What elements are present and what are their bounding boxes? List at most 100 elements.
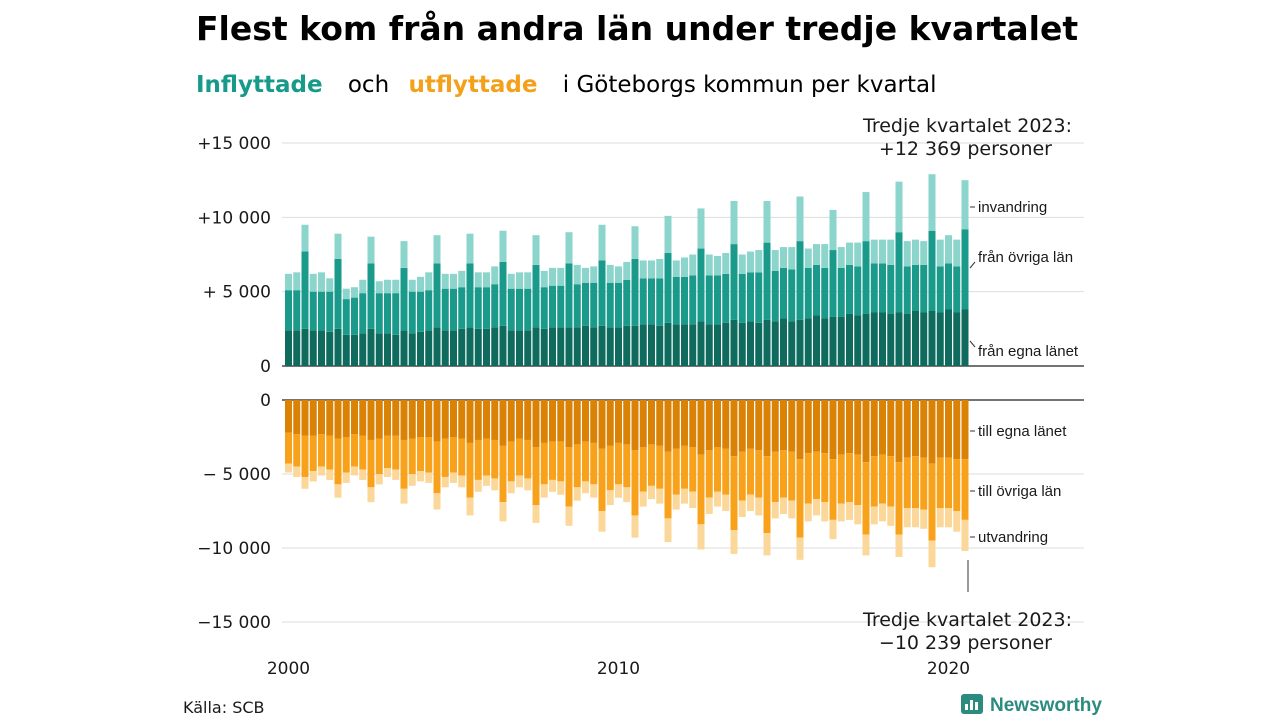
bar-out-other [400, 439, 408, 489]
bar-in-other [425, 290, 433, 331]
bar-in-own [623, 325, 631, 366]
bar-in-other [854, 266, 862, 316]
bar-out-other [796, 459, 804, 538]
bar-in-other [417, 291, 424, 332]
bar-in-imm [557, 267, 565, 286]
bar-out-own [697, 400, 705, 455]
bar-out-other [491, 439, 499, 479]
bar-in-other [540, 287, 548, 329]
bar-out-own [730, 400, 738, 457]
bar-in-other [450, 288, 457, 331]
bar-out-other [887, 456, 895, 507]
bar-out-own [796, 400, 804, 460]
bar-out-other [648, 444, 655, 486]
bar-out-other [945, 457, 952, 509]
bar-out-own [417, 400, 424, 437]
bar-out-own [705, 400, 713, 451]
bar-out-emi [879, 503, 886, 522]
bar-in-own [747, 321, 754, 366]
bar-in-other [491, 284, 499, 328]
bar-out-other [532, 447, 540, 506]
bar-in-own [796, 319, 804, 366]
bar-in-other [565, 263, 573, 328]
bar-in-imm [458, 270, 466, 288]
bar-out-own [771, 400, 779, 452]
bar-in-imm [301, 224, 309, 252]
bar-in-imm [697, 208, 705, 249]
bar-in-own [301, 328, 309, 366]
bar-out-emi [895, 534, 903, 557]
bar-in-own [532, 327, 540, 366]
bar-in-other [821, 267, 829, 319]
bar-in-other [664, 253, 672, 323]
bar-in-other [656, 278, 664, 326]
bar-out-own [656, 400, 664, 446]
bar-out-emi [705, 497, 713, 514]
bar-in-imm [887, 239, 895, 265]
bar-in-imm [730, 200, 738, 245]
label-till-egna-lanet: till egna länet [978, 423, 1067, 440]
subtitle-utflyttade: utflyttade [408, 72, 537, 98]
bar-in-other [623, 279, 631, 326]
bar-out-other [466, 442, 474, 498]
bar-in-own [854, 315, 862, 366]
bar-in-own [672, 324, 680, 366]
bar-in-imm [837, 247, 845, 268]
bar-out-emi [516, 475, 523, 488]
bar-out-emi [334, 484, 342, 498]
bar-in-other [681, 276, 688, 325]
bar-in-own [821, 318, 829, 366]
bar-in-own [846, 313, 853, 366]
bar-out-own [582, 400, 589, 442]
bar-in-own [813, 315, 820, 366]
bar-in-own [499, 325, 507, 366]
bar-in-own [524, 330, 532, 366]
bar-out-emi [359, 469, 367, 480]
bar-out-own [953, 400, 961, 460]
bar-out-other [516, 438, 523, 476]
bar-in-imm [293, 272, 301, 291]
bar-out-own [516, 400, 523, 439]
bar-in-own [458, 328, 466, 366]
bar-out-own [491, 400, 499, 440]
bar-in-imm [334, 233, 342, 259]
bar-in-imm [450, 273, 457, 289]
bar-in-own [953, 312, 961, 366]
bar-in-imm [598, 224, 606, 261]
inflow-y-tick-label: 0 [260, 357, 271, 377]
bar-in-own [433, 327, 441, 366]
bar-in-own [879, 312, 886, 366]
bar-out-other [936, 457, 944, 509]
bar-in-other [639, 278, 647, 325]
bar-in-own [483, 328, 490, 366]
bar-in-own [466, 327, 474, 366]
bar-out-own [664, 400, 672, 452]
bar-in-other [672, 276, 680, 325]
bar-out-own [326, 400, 334, 436]
bar-in-other [293, 290, 301, 331]
bar-out-own [293, 400, 301, 435]
bar-out-emi [928, 540, 936, 568]
bar-out-emi [507, 481, 515, 494]
bar-out-other [351, 434, 358, 467]
bar-out-other [672, 448, 680, 495]
bar-out-other [549, 441, 556, 480]
bar-in-own [606, 327, 614, 366]
bar-in-imm [714, 255, 721, 276]
x-tick-label: 2000 [267, 659, 310, 679]
bar-in-own [351, 334, 358, 366]
bar-out-other [656, 445, 664, 489]
bar-out-emi [342, 472, 350, 483]
bar-in-own [705, 324, 713, 366]
bar-in-imm [565, 232, 573, 264]
bar-in-own [689, 324, 697, 366]
bar-out-emi [656, 488, 664, 504]
bar-in-own [887, 313, 895, 366]
bar-in-other [813, 264, 820, 316]
bar-in-other [326, 291, 334, 332]
bar-in-own [961, 309, 969, 366]
bar-out-emi [606, 490, 614, 506]
bar-out-own [606, 400, 614, 446]
bar-in-other [689, 275, 697, 325]
bar-in-imm [318, 272, 325, 292]
